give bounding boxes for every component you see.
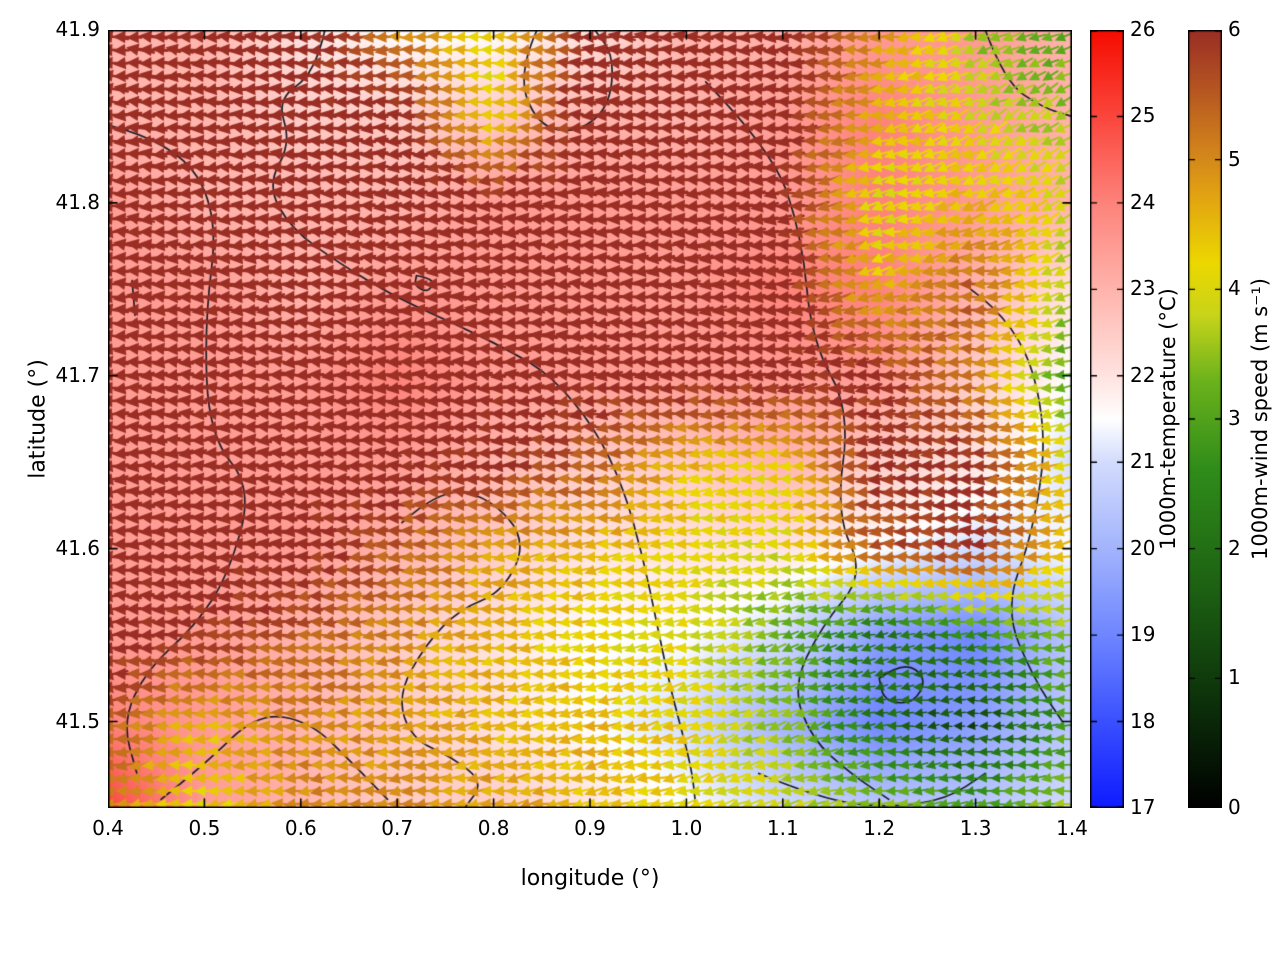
x-tick-label: 0.6 — [284, 816, 317, 840]
wind-tick-label: 1 — [1228, 665, 1241, 690]
y-tick-label: 41.8 — [55, 189, 100, 214]
temperature-tick-label: 25 — [1130, 103, 1156, 128]
wind-colorbar-tick-labels: 0 1 2 3 4 5 6 — [1228, 17, 1262, 819]
temperature-tick-label: 18 — [1130, 708, 1156, 733]
wind-tick-label: 4 — [1228, 276, 1241, 301]
x-axis-tick-labels: 0.4 0.5 0.6 0.7 0.8 0.9 1.0 1.1 1.2 1.3 1.4 — [92, 816, 1088, 844]
temperature-tick-label: 21 — [1130, 449, 1156, 474]
y-axis-title: latitude (°) — [25, 359, 51, 479]
wind-tick-label: 2 — [1228, 535, 1241, 560]
wind-colorbar-title: 1000m-wind speed (m s⁻¹) — [1248, 278, 1272, 560]
x-tick-label: 1.1 — [766, 816, 799, 840]
temperature-tick-label: 22 — [1130, 362, 1156, 387]
wind-tick-label: 0 — [1228, 795, 1241, 819]
wind-tick-label: 3 — [1228, 406, 1241, 430]
temperature-colorbar — [1090, 30, 1124, 808]
x-tick-label: 0.8 — [477, 816, 510, 840]
x-tick-label: 1.3 — [959, 816, 992, 840]
wind-colorbar — [1188, 30, 1222, 808]
x-tick-label: 0.4 — [92, 816, 124, 840]
x-tick-label: 1.0 — [670, 816, 703, 840]
temperature-colorbar-title: 1000m-temperature (°C) — [1156, 288, 1180, 550]
x-tick-label: 0.9 — [574, 816, 606, 840]
temperature-colorbar-tick-labels: 17 18 19 20 21 22 23 24 25 26 — [1130, 17, 1176, 819]
x-tick-label: 1.4 — [1056, 816, 1088, 840]
x-tick-label: 1.2 — [863, 816, 896, 840]
temperature-tick-label: 24 — [1130, 189, 1156, 214]
x-tick-label: 0.7 — [381, 816, 414, 840]
y-tick-label: 41.6 — [55, 535, 100, 560]
temperature-tick-label: 17 — [1130, 795, 1156, 819]
y-axis-tick-labels: 41.5 41.6 41.7 41.8 41.9 — [16, 17, 100, 808]
map-plot-canvas — [108, 30, 1072, 808]
wind-tick-label: 6 — [1228, 17, 1241, 41]
temperature-tick-label: 19 — [1130, 622, 1156, 647]
y-tick-label: 41.5 — [55, 708, 100, 733]
y-tick-label: 41.7 — [55, 362, 100, 387]
y-tick-label: 41.9 — [55, 17, 100, 41]
temperature-tick-label: 20 — [1130, 535, 1156, 560]
x-axis-title: longitude (°) — [520, 866, 660, 891]
temperature-tick-label: 26 — [1130, 17, 1156, 41]
temperature-tick-label: 23 — [1130, 276, 1156, 301]
x-tick-label: 0.5 — [188, 816, 221, 840]
wind-tick-label: 5 — [1228, 146, 1241, 171]
